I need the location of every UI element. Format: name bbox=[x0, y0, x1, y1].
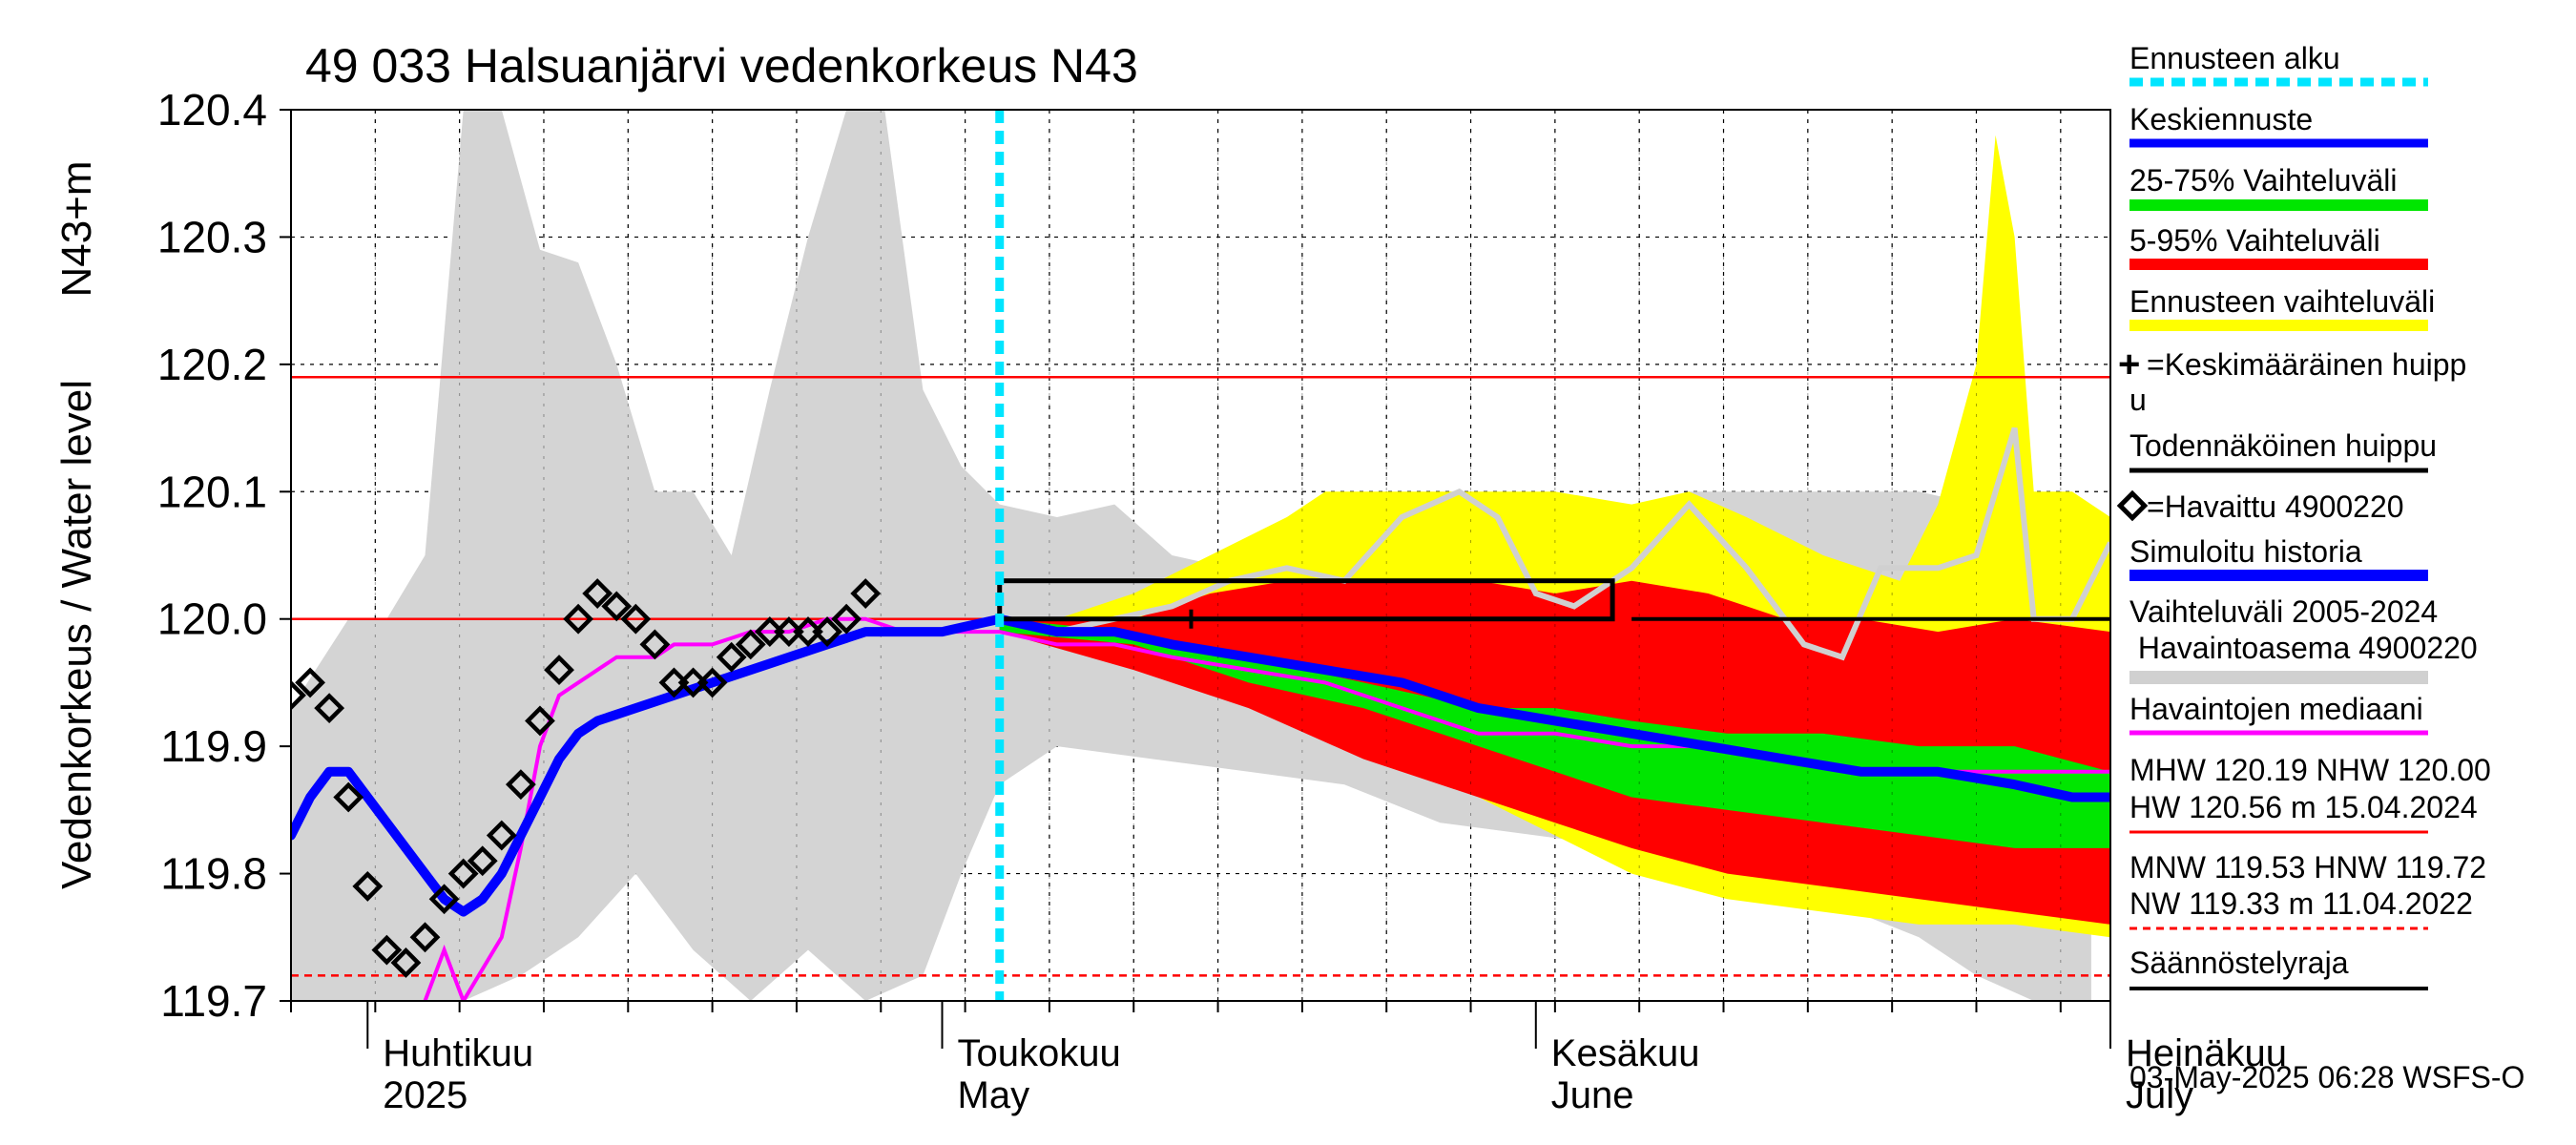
observation-point bbox=[428, 884, 460, 915]
legend-label-mean-peak: =Keskimääräinen huipp bbox=[2147, 347, 2466, 382]
observation-point bbox=[793, 616, 823, 647]
y-tick-label: 120.0 bbox=[157, 594, 267, 644]
observation-point bbox=[371, 934, 403, 966]
observation-point bbox=[774, 616, 804, 647]
observation-point bbox=[467, 845, 498, 877]
observation-point bbox=[850, 578, 882, 609]
observation-point bbox=[525, 705, 555, 737]
month-label-en: June bbox=[1551, 1074, 1634, 1116]
observation-point bbox=[314, 693, 345, 724]
y-tick-label: 119.9 bbox=[160, 721, 267, 771]
stats-line-2: HW 120.56 m 15.04.2024 bbox=[2129, 790, 2478, 824]
observation-point bbox=[352, 871, 384, 902]
observation-point bbox=[658, 667, 690, 698]
observation-point bbox=[505, 769, 536, 801]
observation-point bbox=[696, 667, 728, 698]
mean-peak-marker bbox=[1181, 609, 1201, 629]
y-tick-label: 119.8 bbox=[160, 849, 267, 899]
month-label-en: May bbox=[958, 1074, 1030, 1116]
month-label-fi: Heinäkuu bbox=[2126, 1032, 2287, 1074]
y-axis-label: Vedenkorkeus / Water level bbox=[53, 380, 100, 889]
observation-point bbox=[544, 655, 574, 685]
observation-point bbox=[447, 858, 479, 889]
observation-point bbox=[582, 578, 613, 609]
observation-point bbox=[291, 679, 306, 711]
legend-label-history-band: Vaihteluväli 2005-2024 bbox=[2129, 594, 2438, 629]
simulated-history-line bbox=[999, 427, 2110, 661]
footer-timestamp: 03-May-2025 06:28 WSFS-O bbox=[2129, 1060, 2524, 1094]
legend-label-forecast-start: Ennusteen alku bbox=[2129, 41, 2340, 75]
stats-line-1: MHW 120.19 NHW 120.00 bbox=[2129, 753, 2491, 787]
legend-mean-peak-marker: + bbox=[2118, 344, 2140, 385]
month-label-fi: Toukokuu bbox=[958, 1032, 1121, 1074]
observation-point bbox=[390, 947, 422, 978]
legend-observation-marker bbox=[2116, 489, 2149, 522]
y-tick-label: 120.2 bbox=[157, 340, 267, 389]
mean-forecast-line bbox=[291, 614, 2110, 917]
month-label-en: July bbox=[2126, 1074, 2193, 1116]
observation-point bbox=[735, 629, 766, 660]
month-label-en: 2025 bbox=[383, 1074, 467, 1116]
observation-point bbox=[295, 667, 325, 698]
observation-point bbox=[486, 820, 517, 851]
legend-label-simulated: Simuloitu historia bbox=[2129, 534, 2362, 569]
legend-label-observed-median: Havaintojen mediaani bbox=[2129, 692, 2423, 726]
y-tick-label: 120.1 bbox=[157, 467, 267, 516]
observation-point bbox=[620, 603, 652, 635]
legend-label-mean-forecast: Keskiennuste bbox=[2129, 102, 2313, 136]
legend-label-5-95: 5-95% Vaihteluväli bbox=[2129, 223, 2380, 258]
plot-clip-group bbox=[291, 110, 2110, 1001]
observation-point bbox=[563, 603, 594, 635]
y-tick-label: 120.4 bbox=[157, 85, 267, 135]
legend-label-probable-peak: Todennäköinen huippu bbox=[2129, 428, 2437, 463]
y-tick-label: 120.3 bbox=[157, 212, 267, 261]
observation-point bbox=[812, 616, 842, 647]
plot-frame bbox=[290, 109, 2111, 1002]
observation-point bbox=[409, 922, 441, 953]
observation-point bbox=[831, 603, 862, 635]
observation-point bbox=[754, 616, 785, 647]
legend: Ennusteen alku Keskiennuste 25-75% Vaiht… bbox=[2116, 41, 2524, 1094]
observation-point bbox=[716, 641, 747, 673]
observation-point bbox=[677, 667, 709, 698]
legend-label-observations: =Havaittu 4900220 bbox=[2147, 489, 2404, 524]
y-tick-label: 119.7 bbox=[160, 976, 267, 1026]
observation-point bbox=[601, 591, 633, 622]
y-axis-unit-label: N43+m bbox=[53, 160, 100, 297]
observation-point bbox=[333, 781, 364, 813]
observation-point bbox=[639, 629, 671, 660]
regulation-label: Säännöstelyraja bbox=[2129, 946, 2349, 980]
legend-label-25-75: 25-75% Vaihteluväli bbox=[2129, 163, 2397, 198]
month-label-fi: Kesäkuu bbox=[1551, 1032, 1700, 1074]
axes: 119.7 119.8 119.9 120.0 120.1 120.2 120.3 120.4… bbox=[157, 85, 2287, 1116]
stats-line-4: NW 119.33 m 11.04.2022 bbox=[2129, 886, 2473, 921]
chart-title: 49 033 Halsuanjärvi vedenkorkeus N43 bbox=[305, 39, 1138, 93]
month-label-fi: Huhtikuu bbox=[383, 1032, 533, 1074]
plot-area bbox=[291, 110, 2110, 1001]
stats-line-3: MNW 119.53 HNW 119.72 bbox=[2129, 850, 2486, 885]
legend-label-mean-peak-cont: u bbox=[2129, 383, 2147, 417]
legend-label-forecast-range: Ennusteen vaihteluväli bbox=[2129, 284, 2435, 319]
legend-label-history-band-cont: Havaintoasema 4900220 bbox=[2129, 631, 2478, 665]
